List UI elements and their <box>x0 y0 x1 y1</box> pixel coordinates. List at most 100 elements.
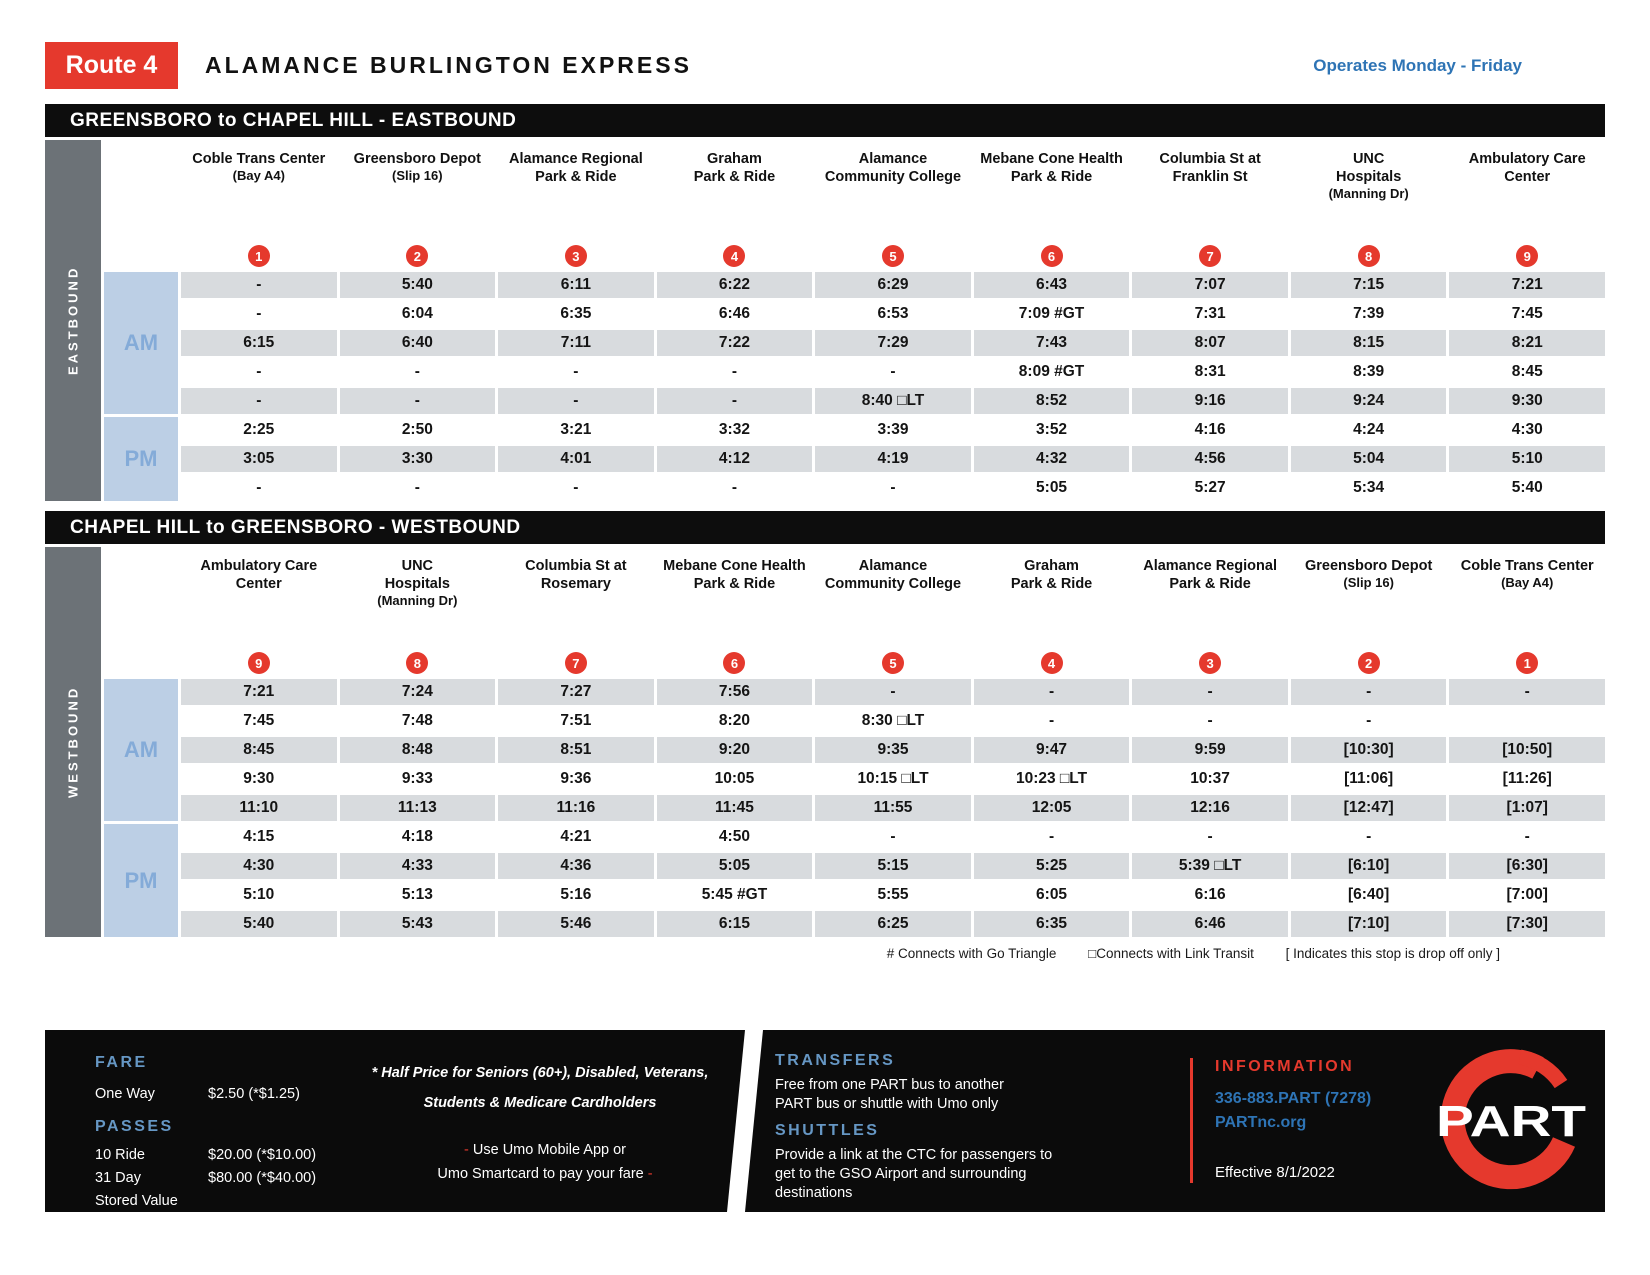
stop-number-badge: 8 <box>1357 245 1380 267</box>
stop-number-badge: 3 <box>1199 652 1222 674</box>
westbound-time-cell: 5:25 <box>973 853 1130 879</box>
fare-one-way-value: $2.50 (*$1.25) <box>208 1086 300 1102</box>
logo-swoosh-main <box>1440 1049 1576 1190</box>
eastbound-time-cell: 7:29 <box>815 330 971 356</box>
stop-name-line: Community College <box>824 576 962 593</box>
eastbound-stop-number-cell: 2 <box>340 243 496 269</box>
eastbound-stop-name: Coble Trans Center (Bay A4) <box>181 140 337 240</box>
eastbound-time-cell: 7:43 <box>973 330 1130 356</box>
stop-name-line: Alamance Regional <box>1143 558 1277 574</box>
legend: # Connects with Go Triangle □Connects wi… <box>45 946 1500 961</box>
stop-name-line: Greensboro Depot <box>353 151 481 167</box>
westbound-stop-number-cell: 7 <box>498 650 654 676</box>
westbound-stop-number-cell: 2 <box>1291 650 1447 676</box>
eastbound-time-cell: 4:56 <box>1132 446 1288 472</box>
westbound-time-cell: [11:26] <box>1502 770 1552 787</box>
westbound-time-cell: [10:30] <box>1290 737 1447 763</box>
eastbound-timetable: EASTBOUND Coble Trans Center (Bay A4) 1 Gree… <box>45 140 1605 501</box>
westbound-time-cell: 4:33 <box>339 853 496 879</box>
eastbound-stop-name: Greensboro Depot (Slip 16) <box>340 140 496 240</box>
westbound-time-cell: [7:30] <box>1449 911 1605 937</box>
page-title: ALAMANCE BURLINGTON EXPRESS <box>205 52 692 78</box>
eastbound-section-bar: GREENSBORO to CHAPEL HILL - EASTBOUND <box>45 104 1605 137</box>
information-website-link[interactable]: PARTnc.org <box>1215 1114 1307 1131</box>
umo-dash2: - <box>647 1166 653 1182</box>
stop-number-badge: 8 <box>406 652 429 674</box>
eastbound-time-cell: 9:30 <box>1449 388 1605 414</box>
westbound-time-cell: - <box>1524 828 1530 845</box>
eastbound-time-cell: - <box>731 363 738 380</box>
operates-label: Operates Monday - Friday <box>1313 55 1522 75</box>
eastbound-time-cell: 6:40 <box>339 330 496 356</box>
eastbound-time-cell: 6:15 <box>181 330 337 356</box>
stop-name-line: Rosemary <box>540 576 611 593</box>
eastbound-stop-name: Alamance Regional Park & Ride <box>498 140 654 240</box>
fare-heading: FARE <box>95 1054 148 1071</box>
stop-name-line: (Bay A4) <box>1501 575 1554 591</box>
westbound-time-cell: 8:48 <box>339 737 496 763</box>
stop-name-line: Graham <box>707 151 762 167</box>
eastbound-time-cell: - <box>573 363 579 380</box>
eastbound-time-cell: 4:30 <box>1511 421 1543 438</box>
eastbound-time-cell: 7:39 <box>1353 305 1385 322</box>
stop-number-badge: 4 <box>1040 652 1063 674</box>
westbound-time-cell: 9:30 <box>243 770 275 787</box>
stop-name-line: Alamance <box>858 558 928 574</box>
westbound-time-cell: 4:30 <box>181 853 337 879</box>
westbound-time-cell: 6:05 <box>1036 886 1068 903</box>
westbound-time-cell: 5:05 <box>656 853 813 879</box>
westbound-time-cell: 4:36 <box>498 853 654 879</box>
westbound-time-cell: 5:13 <box>401 886 433 903</box>
westbound-direction-label: WESTBOUND <box>45 547 101 937</box>
westbound-stop-name: Coble Trans Center (Bay A4) <box>1449 547 1605 647</box>
westbound-stop-number-cell: 3 <box>1132 650 1288 676</box>
eastbound-time-cell: 8:39 <box>1353 363 1385 380</box>
eastbound-time-cell: 4:24 <box>1353 421 1385 438</box>
westbound-time-cell: 6:25 <box>815 911 971 937</box>
eastbound-time-cell: 4:01 <box>498 446 654 472</box>
pass-31day-label: 31 Day <box>95 1170 141 1186</box>
eastbound-time-cell: 7:07 <box>1132 272 1288 298</box>
westbound-time-cell: 7:56 <box>656 679 813 705</box>
eastbound-time-cell: - <box>890 479 896 496</box>
eastbound-time-cell: 7:31 <box>1194 305 1226 322</box>
stop-name-line: Hospitals <box>384 576 450 593</box>
westbound-time-cell: 10:15 □LT <box>857 770 929 787</box>
umo-dash1: - <box>464 1142 469 1158</box>
westbound-stop-name: Columbia St at Rosemary <box>498 547 654 647</box>
westbound-time-cell: 6:46 <box>1132 911 1288 937</box>
westbound-time-cell: 6:16 <box>1194 886 1226 903</box>
westbound-time-cell: 11:10 <box>181 795 337 821</box>
westbound-time-cell: 9:20 <box>656 737 813 763</box>
eastbound-time-cell: 5:40 <box>339 272 496 298</box>
eastbound-time-cell: 6:53 <box>877 305 909 322</box>
eastbound-time-cell: - <box>656 388 813 414</box>
eastbound-pm-label: PM <box>104 417 178 501</box>
info-divider <box>1190 1058 1193 1183</box>
stop-name-line: Park & Ride <box>1010 576 1093 593</box>
stop-name-line: Mebane Cone Health <box>980 151 1123 167</box>
westbound-time-cell: - <box>1048 828 1055 845</box>
westbound-time-cell: 5:55 <box>877 886 909 903</box>
westbound-time-cell: [12:47] <box>1290 795 1447 821</box>
part-logo: PART <box>1436 1049 1586 1190</box>
eastbound-time-cell: - <box>339 388 496 414</box>
eastbound-time-cell: 7:09 #GT <box>1018 305 1085 322</box>
footer: FARE One Way $2.50 (*$1.25) PASSES 10 Ri… <box>45 1030 1605 1212</box>
eastbound-time-cell: 4:19 <box>815 446 971 472</box>
westbound-stop-number-cell: 1 <box>1449 650 1605 676</box>
eastbound-time-cell: - <box>256 363 262 380</box>
eastbound-time-cell: - <box>498 388 654 414</box>
westbound-time-cell: 11:13 <box>339 795 496 821</box>
westbound-time-cell: [7:00] <box>1506 886 1548 903</box>
westbound-time-cell: 7:48 <box>401 712 433 729</box>
westbound-stop-name: Alamance Regional Park & Ride <box>1132 547 1288 647</box>
westbound-time-cell: 5:40 <box>181 911 337 937</box>
westbound-time-cell: 5:15 <box>815 853 971 879</box>
half-price-note: * Half Price for Seniors (60+), Disabled… <box>355 1058 725 1118</box>
eastbound-time-cell: 3:30 <box>339 446 496 472</box>
route-badge: Route 4 <box>45 42 178 89</box>
eastbound-stop-number-cell: 4 <box>657 243 813 269</box>
stop-name-line: Center <box>1504 169 1551 186</box>
westbound-stop-number-cell: 4 <box>974 650 1130 676</box>
